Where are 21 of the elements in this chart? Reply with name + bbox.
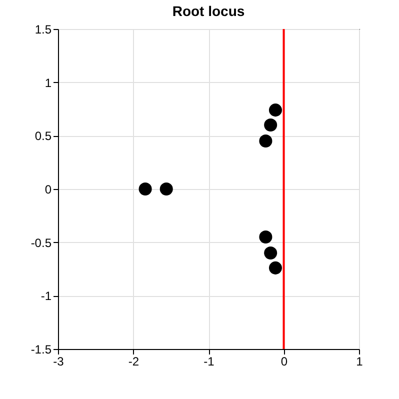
point <box>268 261 282 274</box>
y-tick-label: -0.5 <box>30 236 52 250</box>
point <box>138 182 152 196</box>
point <box>259 134 272 148</box>
point <box>264 246 278 260</box>
point <box>268 104 282 117</box>
x-tick-label: -2 <box>128 354 140 368</box>
x-tick-label: -3 <box>53 354 64 368</box>
chart-title: Root locus <box>172 3 245 19</box>
point <box>264 118 278 132</box>
y-tick-label: 1 <box>44 76 52 90</box>
y-tick-label: 0.5 <box>34 129 52 144</box>
x-tick-label: 1 <box>356 354 364 368</box>
y-tick-label: 0 <box>44 182 52 196</box>
x-tick-label: 0 <box>280 354 288 368</box>
point <box>160 182 173 196</box>
y-tick-label: 1.5 <box>34 22 52 36</box>
y-tick-label: -1.5 <box>30 342 52 356</box>
y-tick-label: -1 <box>40 289 52 304</box>
x-tick-label: -1 <box>204 354 215 368</box>
point <box>259 230 272 244</box>
